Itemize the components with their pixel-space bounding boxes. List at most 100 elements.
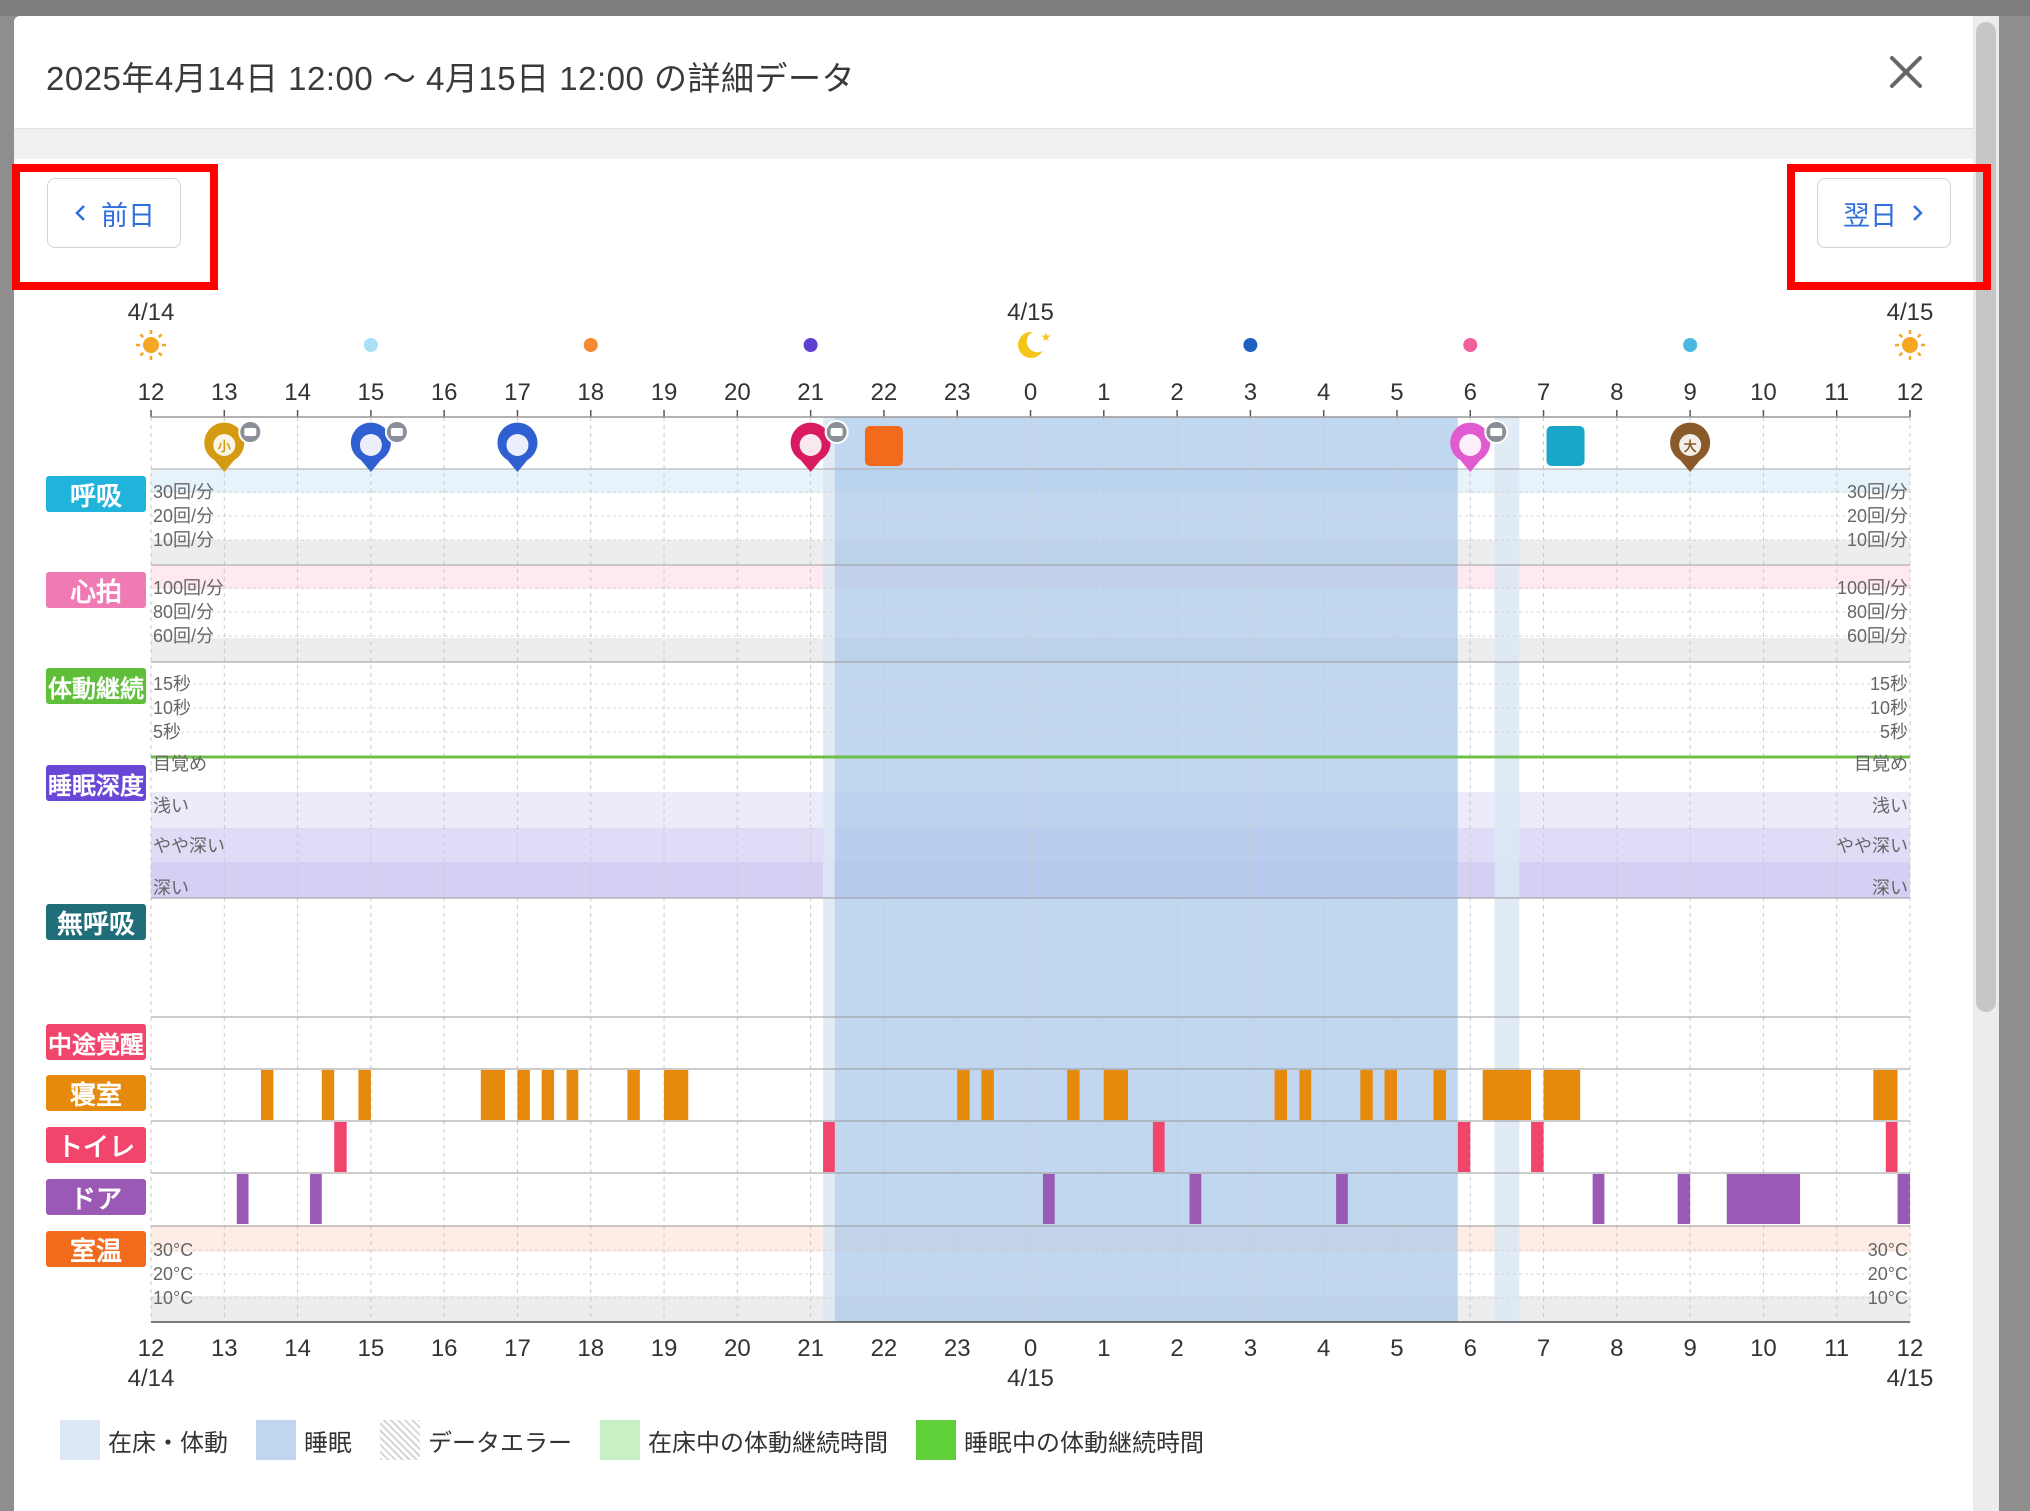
legend-item-data-error: データエラー bbox=[380, 1420, 572, 1460]
close-button[interactable] bbox=[1874, 40, 1938, 104]
hour-label-bottom: 10 bbox=[1750, 1335, 1777, 1362]
legend-swatch-sleep bbox=[256, 1420, 296, 1460]
phase-dot bbox=[803, 338, 818, 352]
hour-label-top: 10 bbox=[1750, 379, 1777, 406]
hour-label-top: 12 bbox=[138, 379, 165, 406]
hour-label-bottom: 13 bbox=[211, 1335, 238, 1362]
body-movement-axis-label-right: 15秒 bbox=[1870, 674, 1908, 694]
chart-legend: 在床・体動 睡眠 データエラー 在床中の体動継続時間 睡眠中の体動継続時間 bbox=[60, 1418, 1232, 1462]
category-mid-awakening-label: 中途覚醒 bbox=[48, 1031, 144, 1059]
legend-label-in-bed-movement: 在床中の体動継続時間 bbox=[648, 1429, 888, 1457]
bedroom-presence-bar bbox=[566, 1070, 579, 1120]
hour-label-bottom: 15 bbox=[358, 1335, 385, 1362]
respiration-axis-label-right: 30回/分 bbox=[1847, 482, 1908, 502]
flashlight-icon-glyph-bg bbox=[359, 434, 382, 456]
date-bottom-middle: 4/15 bbox=[1007, 1365, 1054, 1392]
hour-label-top: 4 bbox=[1317, 379, 1330, 406]
hour-label-top: 6 bbox=[1464, 379, 1477, 406]
hour-label-bottom: 9 bbox=[1683, 1335, 1696, 1362]
sleep-depth-axis-label-left: 目覚め bbox=[153, 754, 207, 774]
sleep-region bbox=[834, 417, 1458, 1322]
room-temp-axis-label-left: 30°C bbox=[153, 1240, 193, 1260]
heart-rate-axis-label-right: 100回/分 bbox=[1837, 578, 1908, 598]
door-event-bar bbox=[1897, 1174, 1910, 1224]
door-event-bar bbox=[1042, 1174, 1055, 1224]
legend-label-sleep: 睡眠 bbox=[304, 1429, 352, 1457]
sun-icon bbox=[1902, 337, 1918, 353]
modal-header: 2025年4月14日 12:00 〜 4月15日 12:00 の詳細データ bbox=[14, 16, 1985, 129]
bedroom-presence-bar bbox=[541, 1070, 555, 1120]
legend-item-in-bed: 在床・体動 bbox=[60, 1420, 228, 1460]
next-day-label: 翌日 bbox=[1843, 200, 1897, 231]
hour-label-top: 2 bbox=[1170, 379, 1183, 406]
category-bedroom: 寝室 bbox=[46, 1075, 146, 1111]
date-top-start: 4/14 bbox=[128, 299, 175, 326]
hour-label-bottom: 7 bbox=[1537, 1335, 1550, 1362]
sun-ray bbox=[1898, 333, 1904, 339]
category-body-movement-label: 体動継続 bbox=[48, 675, 144, 703]
hour-label-bottom: 0 bbox=[1024, 1335, 1037, 1362]
bedroom-presence-bar bbox=[1274, 1070, 1288, 1120]
door-event-bar bbox=[1592, 1174, 1605, 1224]
bedroom-presence-bar bbox=[1482, 1070, 1532, 1120]
prev-day-label: 前日 bbox=[101, 200, 155, 231]
category-body-movement: 体動継続 bbox=[46, 668, 146, 704]
sleep-depth-axis-label-left: 浅い bbox=[153, 796, 189, 816]
bedroom-presence-bar bbox=[981, 1070, 994, 1120]
sleep-depth-axis-label-right: 浅い bbox=[1872, 796, 1908, 816]
legend-item-sleep-movement: 睡眠中の体動継続時間 bbox=[916, 1420, 1204, 1460]
hour-label-bottom: 20 bbox=[724, 1335, 751, 1362]
toilet-presence-bar bbox=[1885, 1122, 1898, 1172]
phase-dot bbox=[1683, 338, 1698, 352]
hour-label-top: 8 bbox=[1610, 379, 1623, 406]
legend-swatch-data-error bbox=[380, 1420, 420, 1460]
hour-label-top: 21 bbox=[797, 379, 824, 406]
toilet-presence-bar bbox=[1531, 1122, 1544, 1172]
legend-item-in-bed-movement: 在床中の体動継続時間 bbox=[600, 1420, 888, 1460]
sun-ray bbox=[1916, 333, 1922, 339]
hour-label-bottom: 17 bbox=[504, 1335, 531, 1362]
body-movement-axis-label-right: 5秒 bbox=[1880, 722, 1908, 742]
bedroom-presence-bar bbox=[358, 1070, 371, 1120]
hour-label-top: 12 bbox=[1897, 379, 1924, 406]
bedroom-presence-bar bbox=[1360, 1070, 1373, 1120]
hour-label-bottom: 2 bbox=[1170, 1335, 1183, 1362]
category-door: ドア bbox=[46, 1179, 146, 1215]
scrollbar-thumb[interactable] bbox=[1976, 22, 1996, 1012]
hour-label-top: 3 bbox=[1244, 379, 1257, 406]
room-temp-axis-label-right: 10°C bbox=[1868, 1288, 1908, 1308]
bedroom-presence-bar bbox=[321, 1070, 335, 1120]
hour-label-top: 5 bbox=[1390, 379, 1403, 406]
category-respiration-label: 呼吸 bbox=[69, 480, 122, 511]
respiration-axis-label-right: 10回/分 bbox=[1847, 530, 1908, 550]
category-bedroom-label: 寝室 bbox=[69, 1079, 122, 1110]
modal-title: 2025年4月14日 12:00 〜 4月15日 12:00 の詳細データ bbox=[46, 60, 856, 97]
backdrop bbox=[0, 0, 2030, 16]
hour-label-bottom: 22 bbox=[871, 1335, 898, 1362]
phase-dot bbox=[363, 338, 378, 352]
hour-label-bottom: 21 bbox=[797, 1335, 824, 1362]
legend-swatch-sleep-movement bbox=[916, 1420, 956, 1460]
hour-label-top: 22 bbox=[871, 379, 898, 406]
next-day-button[interactable]: 翌日 bbox=[1817, 178, 1951, 248]
sleep-depth-axis-label-left: やや深い bbox=[153, 836, 225, 856]
respiration-axis-label-left: 20回/分 bbox=[153, 506, 214, 526]
bedroom-presence-bar bbox=[1103, 1070, 1128, 1120]
hour-label-top: 20 bbox=[724, 379, 751, 406]
fall-alert-icon-glyph-bg bbox=[799, 434, 822, 456]
close-icon bbox=[1890, 56, 1922, 88]
hour-label-bottom: 12 bbox=[138, 1335, 165, 1362]
hour-label-top: 1 bbox=[1097, 379, 1110, 406]
room-temp-axis-label-left: 20°C bbox=[153, 1264, 193, 1284]
category-respiration: 呼吸 bbox=[46, 476, 146, 512]
hour-label-bottom: 19 bbox=[651, 1335, 678, 1362]
door-event-bar bbox=[1189, 1174, 1202, 1224]
sun-ray bbox=[157, 333, 163, 339]
bedroom-presence-bar bbox=[664, 1070, 689, 1120]
sun-icon bbox=[143, 337, 159, 353]
phase-dot bbox=[583, 338, 598, 352]
prev-day-button[interactable]: 前日 bbox=[47, 178, 181, 248]
comment-badge-mark bbox=[244, 428, 257, 436]
hour-label-top: 14 bbox=[284, 379, 311, 406]
sun-ray bbox=[1916, 351, 1922, 357]
